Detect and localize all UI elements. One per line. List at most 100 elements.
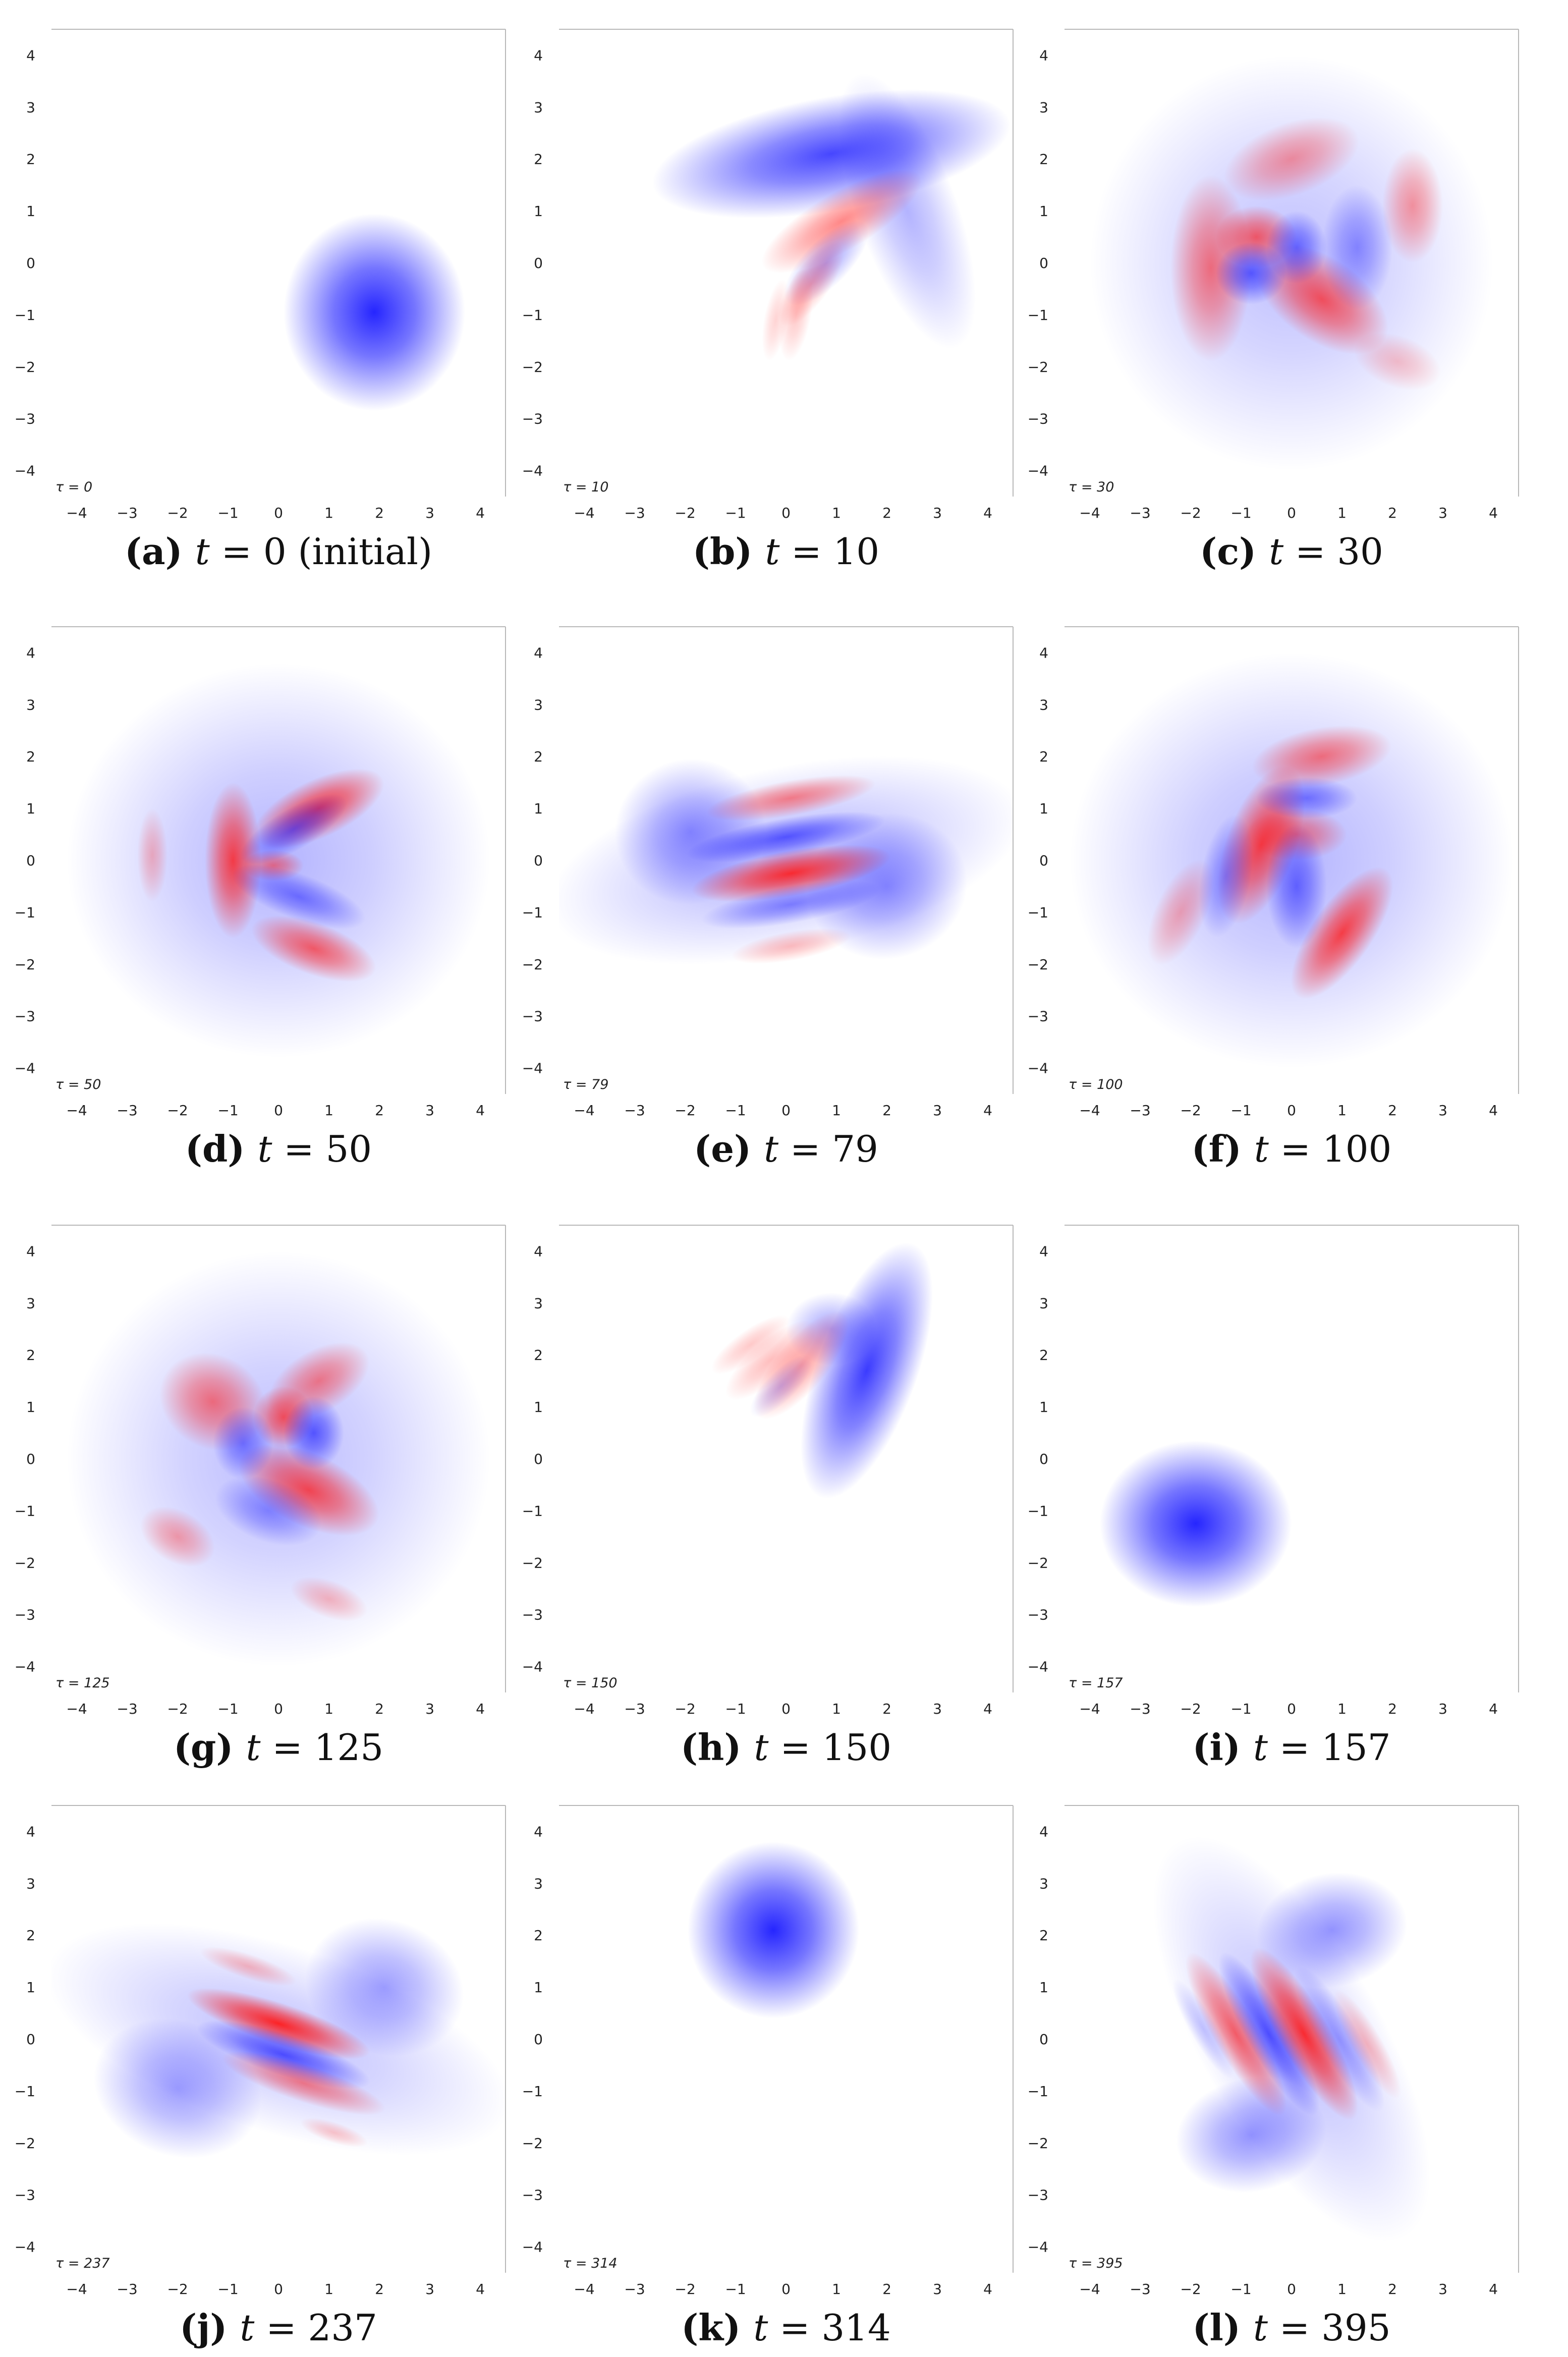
y-tick-label: −1 — [15, 2083, 35, 2100]
x-tick-label: 1 — [324, 2281, 333, 2297]
x-tick-label: −4 — [574, 1701, 594, 1717]
field-lobe-negative — [1294, 1966, 1385, 2112]
x-tick-label: 2 — [1388, 505, 1397, 521]
x-tick-label: 4 — [476, 1102, 485, 1119]
x-tick-label: 2 — [375, 505, 384, 521]
x-tick-label: −1 — [1230, 1102, 1251, 1119]
x-tick-label: 4 — [1489, 1102, 1498, 1119]
plot-area — [559, 1225, 1013, 1692]
x-tick-label: 2 — [882, 1701, 891, 1717]
x-tick-label: −4 — [66, 2281, 87, 2297]
y-tick-label: 4 — [534, 1823, 543, 1840]
time-annotation: τ = 30 — [1069, 479, 1114, 495]
y-tick-label: −4 — [1028, 1659, 1048, 1675]
field-lobe-positive — [761, 169, 922, 273]
x-tick-label: 0 — [1287, 1701, 1296, 1717]
panel-caption: (f) t = 100 — [1192, 1127, 1392, 1170]
plot-area — [1065, 1225, 1519, 1692]
field-lobe-negative — [686, 811, 886, 863]
heatmap-field — [51, 1918, 506, 2159]
y-tick-label: −4 — [15, 1060, 35, 1077]
x-tick-label: 0 — [274, 2281, 283, 2297]
panel-k: −4 −3 −2 −1 0 1 2 3 4 −4 −3 −2 −1 0 1 2 3 4 τ = 314 (k) t =… — [522, 1805, 1014, 2349]
y-tick-label: 1 — [1039, 1399, 1048, 1415]
x-tick-label: 3 — [1438, 505, 1447, 521]
x-tick-label: −1 — [1230, 2281, 1251, 2297]
y-tick-label: −2 — [522, 359, 543, 375]
x-tick-label: 1 — [1337, 1102, 1347, 1119]
x-tick-label: 0 — [1287, 1102, 1296, 1119]
x-tick-label: −3 — [117, 2281, 137, 2297]
field-lobe-positive — [221, 2051, 386, 2115]
x-tick-label: −4 — [1079, 2281, 1100, 2297]
y-tick-label: 0 — [26, 852, 35, 869]
y-tick-label: −1 — [1028, 1503, 1048, 1519]
panel-f: −4 −3 −2 −1 0 1 2 3 4 −4 −3 −2 −1 0 1 2 3 4 τ = 100 (f) t =… — [1028, 626, 1519, 1170]
field-lobe-positive — [251, 915, 376, 982]
field-lobe-negative — [240, 794, 347, 865]
field-lobe-positive — [1250, 1947, 1358, 2120]
y-tick-label: 1 — [26, 1399, 35, 1415]
y-tick-label: −2 — [522, 1555, 543, 1571]
y-tick-label: 1 — [534, 800, 543, 817]
y-tick-label: 3 — [534, 1295, 543, 1311]
x-tick-label: −1 — [725, 1102, 746, 1119]
x-tick-label: 2 — [375, 2281, 384, 2297]
y-tick-label: 3 — [1039, 1875, 1048, 1892]
y-tick-label: 0 — [1039, 852, 1048, 869]
y-tick-label: 3 — [1039, 1295, 1048, 1311]
y-tick-label: −4 — [1028, 1060, 1048, 1077]
x-tick-label: −2 — [675, 1701, 695, 1717]
y-tick-label: −1 — [522, 307, 543, 323]
y-tick-label: −3 — [1028, 2187, 1048, 2204]
field-lobe-positive — [137, 808, 167, 902]
x-tick-label: 2 — [882, 505, 891, 521]
panel-caption: (j) t = 237 — [180, 2306, 377, 2349]
x-tick-label: −3 — [1130, 505, 1150, 521]
heatmap-field — [711, 1242, 933, 1499]
x-tick-label: −2 — [1180, 505, 1201, 521]
panel-l: −4 −3 −2 −1 0 1 2 3 4 −4 −3 −2 −1 0 1 2 3 4 τ = 395 (l) t =… — [1028, 1805, 1519, 2349]
y-tick-label: −2 — [1028, 2135, 1048, 2152]
x-tick-label: 3 — [933, 2281, 942, 2297]
x-tick-label: −3 — [1130, 1701, 1150, 1717]
panel-i: −4 −3 −2 −1 0 1 2 3 4 −4 −3 −2 −1 0 1 2 3 4 τ = 157 (i) t =… — [1028, 1225, 1519, 1769]
field-lobe-positive — [711, 1315, 790, 1375]
field-lobe-negative — [688, 1842, 859, 2018]
x-tick-label: 1 — [832, 2281, 841, 2297]
x-tick-label: 3 — [933, 1701, 942, 1717]
y-tick-label: 0 — [534, 852, 543, 869]
y-tick-label: 0 — [1039, 2031, 1048, 2048]
x-tick-label: −3 — [1130, 2281, 1150, 2297]
x-tick-label: 4 — [983, 2281, 992, 2297]
panel-caption: (l) t = 395 — [1192, 2306, 1390, 2349]
x-tick-label: −1 — [1230, 505, 1251, 521]
y-tick-label: −1 — [15, 904, 35, 921]
y-tick-label: −4 — [1028, 2239, 1048, 2256]
x-tick-label: 0 — [274, 505, 283, 521]
y-tick-label: −1 — [1028, 307, 1048, 323]
panel-e: −4 −3 −2 −1 0 1 2 3 4 −4 −3 −2 −1 0 1 2 3 4 τ = 79 (e) t = … — [522, 626, 1014, 1170]
time-annotation: τ = 157 — [1069, 1675, 1123, 1691]
x-tick-label: −2 — [167, 1701, 188, 1717]
x-tick-label: 3 — [425, 505, 434, 521]
x-tick-label: 1 — [832, 1102, 841, 1119]
field-lobe-positive — [1224, 117, 1359, 201]
y-tick-label: 3 — [26, 696, 35, 713]
field-lobe-positive — [706, 775, 876, 821]
field-lobe-positive — [762, 279, 790, 361]
x-tick-label: −3 — [117, 1701, 137, 1717]
x-tick-label: 1 — [1337, 2281, 1347, 2297]
y-tick-label: 2 — [1039, 1347, 1048, 1363]
y-tick-label: −2 — [522, 2135, 543, 2152]
heatmap-field — [67, 1251, 490, 1667]
y-tick-label: −4 — [1028, 463, 1048, 479]
y-tick-label: 4 — [1039, 1243, 1048, 1259]
y-tick-label: −2 — [522, 956, 543, 973]
field-lobe-positive — [1354, 333, 1441, 391]
field-lobe-negative — [800, 1242, 933, 1499]
x-tick-label: 2 — [1388, 1102, 1397, 1119]
y-tick-label: −3 — [1028, 1607, 1048, 1623]
y-tick-label: −2 — [15, 956, 35, 973]
y-tick-label: −2 — [1028, 956, 1048, 973]
